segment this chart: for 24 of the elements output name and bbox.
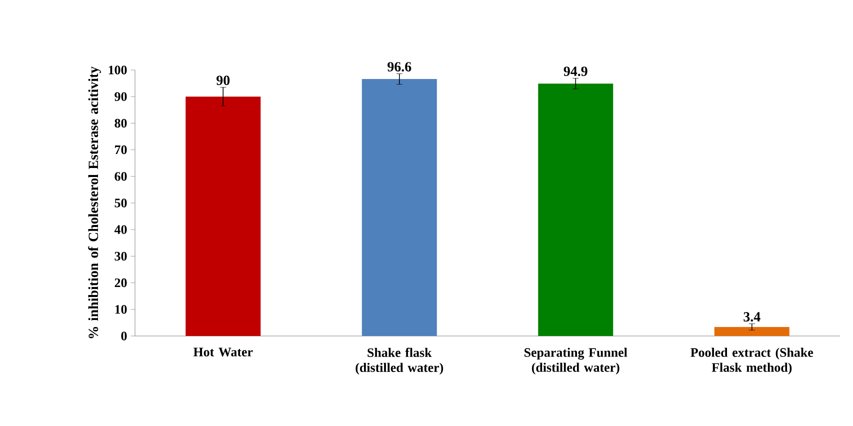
bar bbox=[362, 79, 437, 336]
y-axis-title: % inhibition of Cholesterol Esterase acitivity bbox=[88, 66, 101, 338]
data-label: 94.9 bbox=[564, 66, 588, 76]
data-label: 3.4 bbox=[744, 312, 760, 322]
y-tick-label: 30 bbox=[114, 252, 127, 261]
data-label: 90 bbox=[216, 76, 230, 86]
y-tick-label: 90 bbox=[114, 92, 127, 101]
x-tick-label: Shake flask (distilled water) bbox=[356, 348, 444, 375]
bar bbox=[186, 96, 261, 336]
y-tick-label: 40 bbox=[114, 225, 127, 234]
y-tick-label: 20 bbox=[114, 278, 127, 288]
y-tick-label: 60 bbox=[114, 172, 127, 181]
x-tick-label: Hot Water bbox=[193, 348, 253, 356]
y-tick-label: 10 bbox=[115, 305, 127, 314]
y-tick-label: 70 bbox=[115, 145, 127, 154]
y-tick-label: 100 bbox=[108, 66, 127, 74]
bar bbox=[714, 326, 790, 336]
x-tick-label: Pooled extract (Shake Flask method) bbox=[690, 348, 814, 374]
y-tick-label: 80 bbox=[114, 118, 127, 128]
bar bbox=[538, 84, 614, 336]
y-tick-label: 0 bbox=[121, 332, 127, 340]
data-label: 96.6 bbox=[388, 62, 412, 72]
y-tick-label: 50 bbox=[114, 198, 127, 208]
x-tick-label: Separating Funnel (distilled water) bbox=[524, 348, 628, 374]
